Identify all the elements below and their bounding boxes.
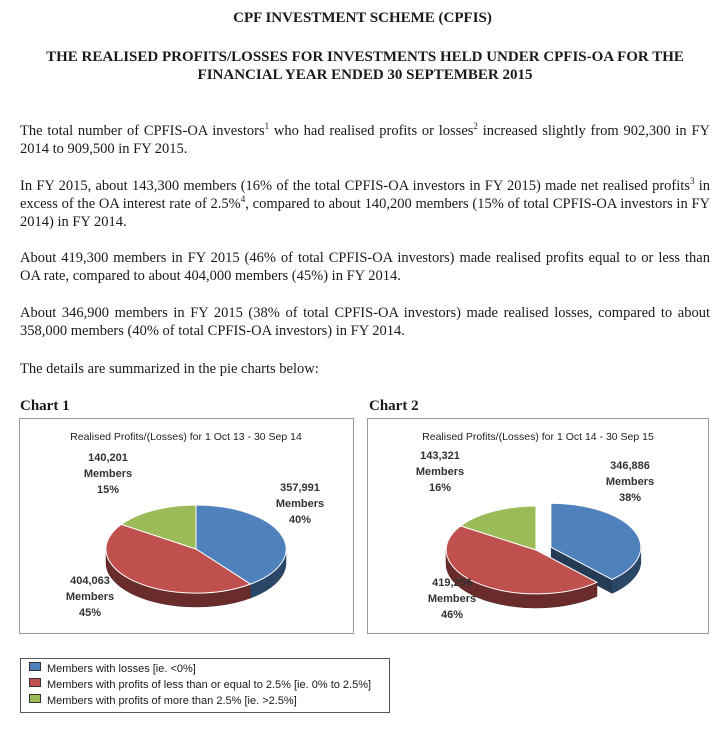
data-label-profits-gt: 143,321 Members 16% bbox=[416, 450, 464, 494]
chart-1: Realised Profits/(Losses) for 1 Oct 13 -… bbox=[19, 418, 354, 634]
chart-2-heading: Chart 2 bbox=[369, 398, 419, 414]
legend-swatch-losses bbox=[29, 662, 41, 671]
chart-2-pie-tops bbox=[445, 502, 642, 595]
chart-1-pie-tops bbox=[105, 504, 287, 594]
pie-slice-losses bbox=[195, 504, 287, 585]
pie-slice-profits-le bbox=[105, 523, 252, 594]
chart-1-svg: Realised Profits/(Losses) for 1 Oct 13 -… bbox=[66, 431, 324, 619]
chart-2-title: Realised Profits/(Losses) for 1 Oct 14 -… bbox=[422, 431, 654, 443]
document-title: CPF INVESTMENT SCHEME (CPFIS) bbox=[233, 10, 492, 26]
chart-legend: Members with losses [ie. <0%] Members wi… bbox=[20, 658, 390, 713]
legend-label-profits-le: Members with profits of less than or equ… bbox=[47, 679, 372, 691]
chart-1-title: Realised Profits/(Losses) for 1 Oct 13 -… bbox=[70, 431, 302, 443]
legend-swatch-profits-gt bbox=[29, 694, 41, 703]
chart-2: Realised Profits/(Losses) for 1 Oct 14 -… bbox=[367, 418, 709, 634]
pie-slice-profits-le bbox=[445, 525, 599, 595]
chart-2-svg: Realised Profits/(Losses) for 1 Oct 14 -… bbox=[416, 431, 654, 621]
legend-swatch-profits-le bbox=[29, 678, 41, 687]
data-label-profits-gt: 140,201 Members 15% bbox=[84, 452, 132, 496]
paragraph-net-realised-profits: In FY 2015, about 143,300 members (16% o… bbox=[20, 176, 710, 231]
legend-label-profits-gt: Members with profits of more than 2.5% [… bbox=[47, 695, 297, 707]
legend-item-profits-gt: Members with profits of more than 2.5% [… bbox=[29, 694, 297, 708]
legend-item-profits-le: Members with profits of less than or equ… bbox=[29, 678, 371, 692]
chart-1-heading: Chart 1 bbox=[20, 398, 70, 414]
paragraph-summary-intro: The details are summarized in the pie ch… bbox=[20, 361, 319, 377]
pie-slice-profits-gt bbox=[120, 504, 197, 550]
paragraph-profits-le-oa: About 419,300 members in FY 2015 (46% of… bbox=[20, 250, 710, 284]
legend-label-losses: Members with losses [ie. <0%] bbox=[47, 663, 196, 675]
data-label-losses: 346,886 Members 38% bbox=[606, 460, 654, 504]
legend-item-losses: Members with losses [ie. <0%] bbox=[29, 662, 196, 676]
data-label-profits-le: 404,063 Members 45% bbox=[66, 575, 114, 619]
pie-slice-profits-gt bbox=[459, 505, 537, 551]
data-label-losses: 357,991 Members 40% bbox=[276, 482, 324, 526]
data-label-profits-le: 419,256 Members 46% bbox=[428, 577, 476, 621]
paragraph-total-investors: The total number of CPFIS-OA investors1 … bbox=[20, 121, 710, 158]
paragraph-realised-losses: About 346,900 members in FY 2015 (38% of… bbox=[20, 305, 710, 339]
pie-slice-losses bbox=[550, 502, 642, 581]
document-subtitle: THE REALISED PROFITS/LOSSES FOR INVESTME… bbox=[46, 49, 684, 83]
